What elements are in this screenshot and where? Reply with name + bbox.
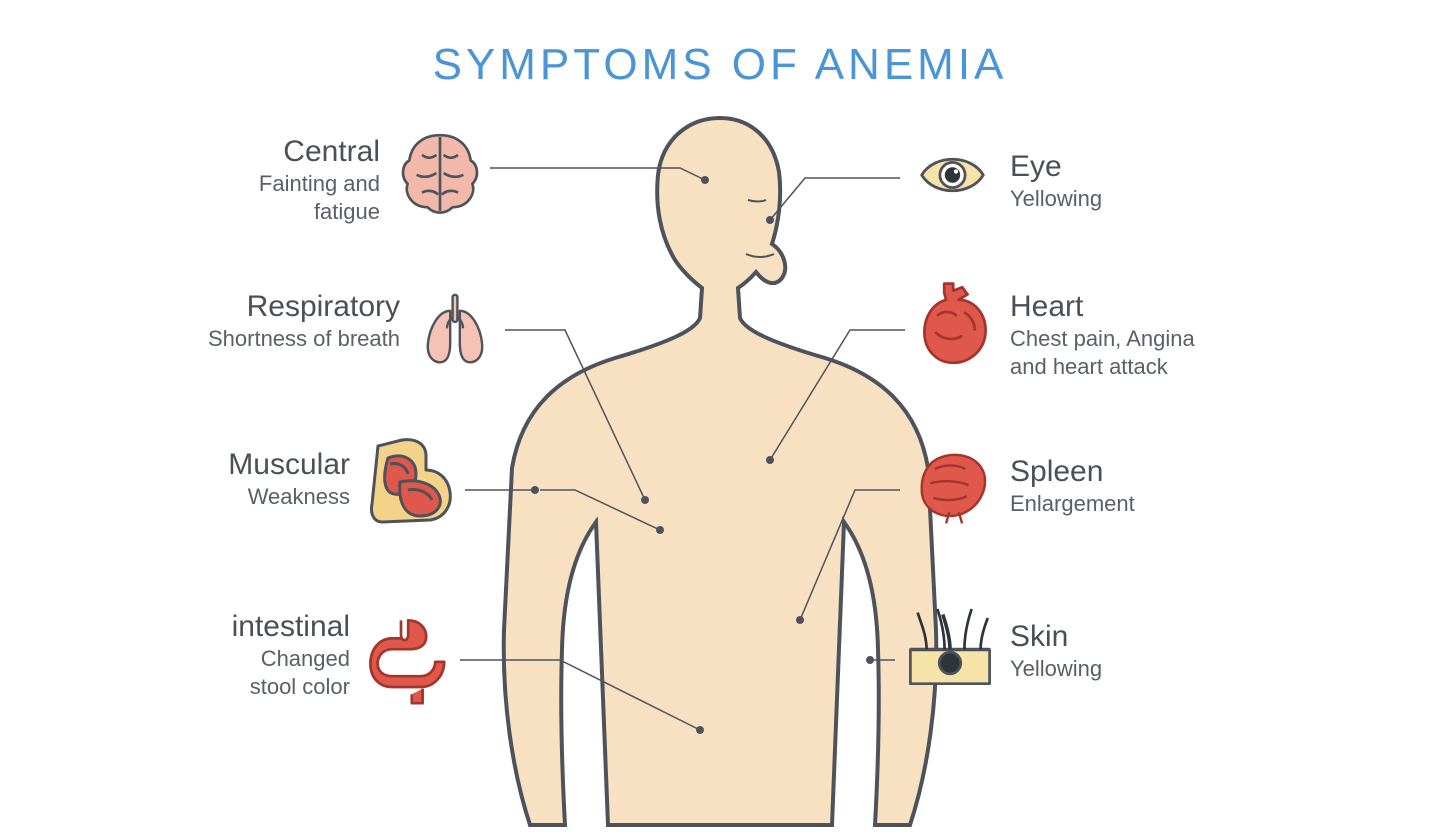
label-title: Spleen bbox=[1010, 455, 1210, 488]
label-title: Skin bbox=[1010, 620, 1210, 653]
label-muscular: Muscular Weakness bbox=[190, 448, 350, 511]
arm-icon bbox=[360, 430, 460, 530]
intestine-icon bbox=[365, 610, 455, 710]
label-desc: Fainting and fatigue bbox=[200, 170, 380, 225]
label-title: Muscular bbox=[190, 448, 350, 481]
label-desc: Weakness bbox=[190, 483, 350, 511]
heart-icon bbox=[910, 280, 1000, 370]
label-heart: Heart Chest pain, Angina and heart attac… bbox=[1010, 290, 1260, 380]
label-desc: Enlargement bbox=[1010, 490, 1210, 518]
spleen-icon bbox=[905, 445, 1000, 525]
label-respiratory: Respiratory Shortness of breath bbox=[180, 290, 400, 353]
label-desc: Yellowing bbox=[1010, 185, 1210, 213]
label-desc: Yellowing bbox=[1010, 655, 1210, 683]
lungs-icon bbox=[410, 290, 500, 370]
label-central: Central Fainting and fatigue bbox=[200, 135, 380, 225]
label-title: Central bbox=[200, 135, 380, 168]
label-title: Heart bbox=[1010, 290, 1260, 323]
eye-icon bbox=[905, 140, 1000, 210]
label-skin: Skin Yellowing bbox=[1010, 620, 1210, 683]
label-intestinal: intestinal Changed stool color bbox=[190, 610, 350, 700]
label-eye: Eye Yellowing bbox=[1010, 150, 1210, 213]
label-desc: Changed stool color bbox=[190, 645, 350, 700]
brain-icon bbox=[395, 128, 485, 218]
label-title: Eye bbox=[1010, 150, 1210, 183]
label-desc: Shortness of breath bbox=[180, 325, 400, 353]
label-title: Respiratory bbox=[180, 290, 400, 323]
infographic-stage: SYMPTOMS OF ANEMIA Central Fainting and … bbox=[0, 0, 1440, 840]
label-desc: Chest pain, Angina and heart attack bbox=[1010, 325, 1260, 380]
skin-icon bbox=[900, 600, 1000, 690]
label-title: intestinal bbox=[190, 610, 350, 643]
leader-lines bbox=[0, 0, 1440, 840]
label-spleen: Spleen Enlargement bbox=[1010, 455, 1210, 518]
